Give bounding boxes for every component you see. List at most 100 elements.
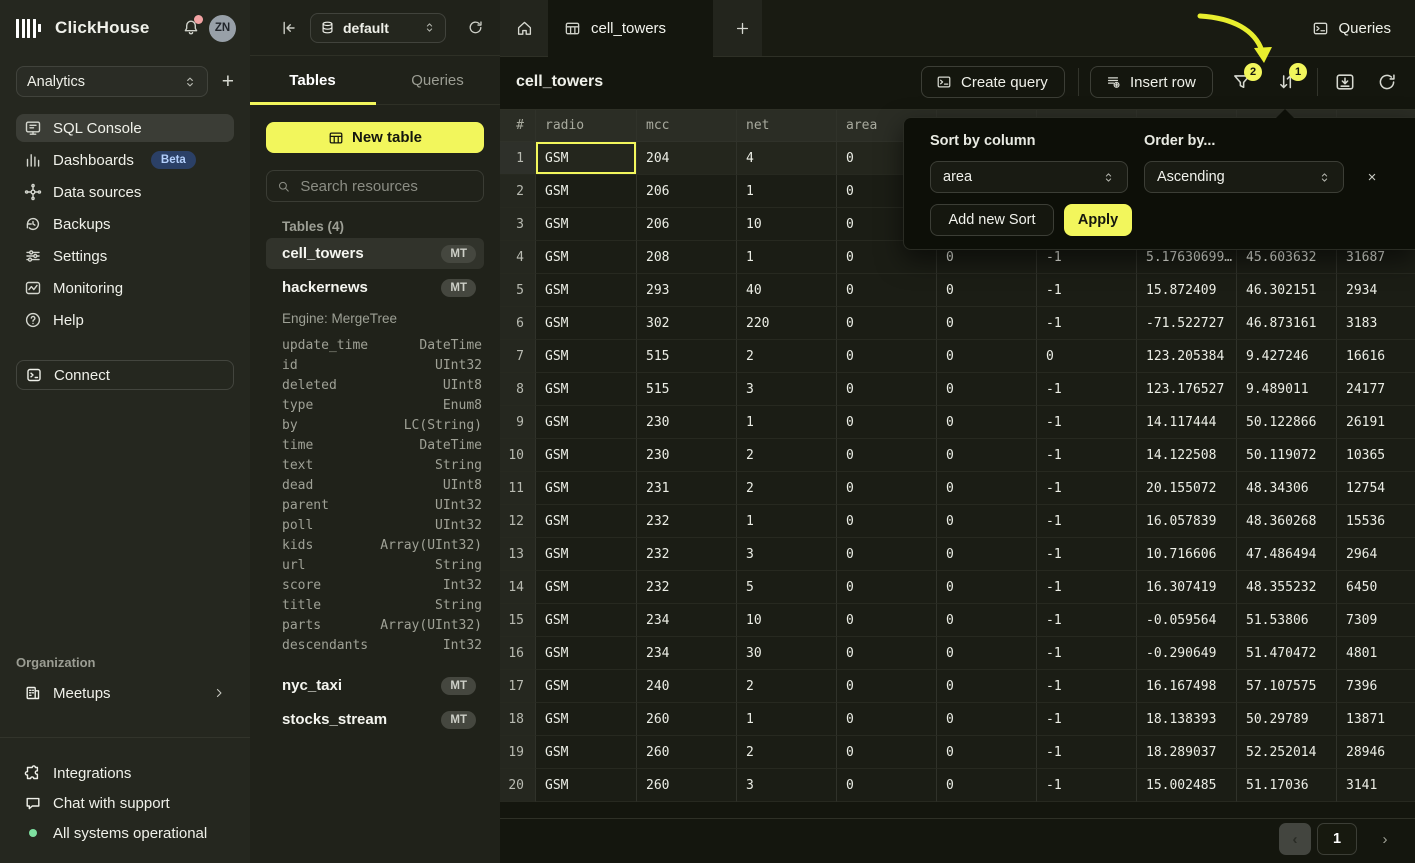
table-cell[interactable]: 0 bbox=[837, 505, 937, 538]
explorer-tab-tables[interactable]: Tables bbox=[289, 71, 336, 89]
explorer-tab-queries[interactable]: Queries bbox=[411, 71, 464, 89]
table-cell[interactable]: 234 bbox=[637, 637, 737, 670]
add-workspace-button[interactable]: + bbox=[221, 70, 234, 93]
table-list-item-stocks_stream[interactable]: stocks_stream MT bbox=[266, 704, 484, 735]
table-cell[interactable]: -1 bbox=[1037, 571, 1137, 604]
table-cell[interactable]: GSM bbox=[536, 274, 637, 307]
table-cell[interactable]: 4 bbox=[737, 142, 837, 175]
table-cell[interactable]: 16616 bbox=[1337, 340, 1415, 373]
table-cell[interactable]: -1 bbox=[1037, 538, 1137, 571]
table-cell[interactable]: 230 bbox=[637, 406, 737, 439]
table-cell[interactable]: 48.360268 bbox=[1237, 505, 1337, 538]
table-cell[interactable]: -1 bbox=[1037, 736, 1137, 769]
row-number[interactable]: 10 bbox=[500, 439, 536, 472]
table-cell[interactable]: 10365 bbox=[1337, 439, 1415, 472]
table-cell[interactable]: 50.119072 bbox=[1237, 439, 1337, 472]
table-cell[interactable]: 2 bbox=[737, 340, 837, 373]
table-cell[interactable]: 6450 bbox=[1337, 571, 1415, 604]
table-cell[interactable]: 1 bbox=[737, 505, 837, 538]
refresh-explorer-icon[interactable] bbox=[467, 19, 484, 36]
table-cell[interactable]: 47.486494 bbox=[1237, 538, 1337, 571]
table-cell[interactable]: 3 bbox=[737, 538, 837, 571]
table-cell[interactable]: 0 bbox=[837, 736, 937, 769]
database-select[interactable]: default bbox=[310, 12, 446, 43]
table-cell[interactable]: GSM bbox=[536, 142, 637, 175]
table-cell[interactable]: GSM bbox=[536, 604, 637, 637]
table-cell[interactable]: 260 bbox=[637, 736, 737, 769]
table-list-item-cell_towers[interactable]: cell_towers MT bbox=[266, 238, 484, 269]
table-cell[interactable]: -1 bbox=[1037, 439, 1137, 472]
search-resources-box[interactable] bbox=[266, 170, 484, 202]
table-cell[interactable]: 40 bbox=[737, 274, 837, 307]
table-cell[interactable]: 2 bbox=[737, 472, 837, 505]
table-cell[interactable]: 15536 bbox=[1337, 505, 1415, 538]
table-cell[interactable]: 1 bbox=[737, 703, 837, 736]
table-cell[interactable]: 0 bbox=[937, 472, 1037, 505]
table-cell[interactable]: 2964 bbox=[1337, 538, 1415, 571]
table-cell[interactable]: 230 bbox=[637, 439, 737, 472]
table-cell[interactable]: 0 bbox=[937, 505, 1037, 538]
column-header[interactable]: net bbox=[737, 110, 837, 142]
table-cell[interactable]: 48.355232 bbox=[1237, 571, 1337, 604]
table-cell[interactable]: -1 bbox=[1037, 373, 1137, 406]
table-cell[interactable]: 0 bbox=[837, 604, 937, 637]
table-cell[interactable]: 0 bbox=[937, 538, 1037, 571]
table-cell[interactable]: 0 bbox=[837, 670, 937, 703]
table-cell[interactable]: 206 bbox=[637, 175, 737, 208]
table-cell[interactable]: 46.873161 bbox=[1237, 307, 1337, 340]
row-number[interactable]: 11 bbox=[500, 472, 536, 505]
table-cell[interactable]: 0 bbox=[937, 769, 1037, 802]
table-cell[interactable]: 206 bbox=[637, 208, 737, 241]
table-cell[interactable]: 260 bbox=[637, 703, 737, 736]
table-cell[interactable]: 0 bbox=[837, 637, 937, 670]
sidebar-item-dashboards[interactable]: Dashboards Beta bbox=[16, 146, 234, 174]
table-cell[interactable]: 3 bbox=[737, 769, 837, 802]
table-cell[interactable]: 20.155072 bbox=[1137, 472, 1237, 505]
tab-cell-towers[interactable]: cell_towers bbox=[548, 0, 713, 57]
table-cell[interactable]: 0 bbox=[937, 670, 1037, 703]
table-cell[interactable]: 50.122866 bbox=[1237, 406, 1337, 439]
table-cell[interactable]: 28946 bbox=[1337, 736, 1415, 769]
sort-icon[interactable] bbox=[1276, 71, 1298, 93]
refresh-table-icon[interactable] bbox=[1376, 71, 1398, 93]
table-cell[interactable]: 0 bbox=[937, 736, 1037, 769]
table-cell[interactable]: GSM bbox=[536, 175, 637, 208]
table-cell[interactable]: -0.059564 bbox=[1137, 604, 1237, 637]
table-cell[interactable]: 0 bbox=[837, 703, 937, 736]
table-cell[interactable]: -1 bbox=[1037, 505, 1137, 538]
table-cell[interactable]: 0 bbox=[837, 307, 937, 340]
workspace-select[interactable]: Analytics bbox=[16, 66, 208, 97]
table-cell[interactable]: 0 bbox=[837, 472, 937, 505]
sidebar-item-sql-console[interactable]: SQL Console bbox=[16, 114, 234, 142]
sidebar-item-monitoring[interactable]: Monitoring bbox=[16, 274, 234, 302]
column-header[interactable]: radio bbox=[536, 110, 637, 142]
table-cell[interactable]: GSM bbox=[536, 373, 637, 406]
table-cell[interactable]: 48.34306 bbox=[1237, 472, 1337, 505]
table-cell[interactable]: GSM bbox=[536, 241, 637, 274]
table-cell[interactable]: 51.53806 bbox=[1237, 604, 1337, 637]
column-header[interactable]: mcc bbox=[637, 110, 737, 142]
table-cell[interactable]: -1 bbox=[1037, 670, 1137, 703]
table-cell[interactable]: 0 bbox=[837, 406, 937, 439]
table-cell[interactable]: 16.057839 bbox=[1137, 505, 1237, 538]
table-cell[interactable]: 14.122508 bbox=[1137, 439, 1237, 472]
table-cell[interactable]: 16.307419 bbox=[1137, 571, 1237, 604]
table-cell[interactable]: 260 bbox=[637, 769, 737, 802]
table-cell[interactable]: GSM bbox=[536, 307, 637, 340]
table-cell[interactable]: 0 bbox=[937, 571, 1037, 604]
add-new-sort-button[interactable]: Add new Sort bbox=[930, 204, 1054, 236]
table-cell[interactable]: 2 bbox=[737, 439, 837, 472]
table-cell[interactable]: 231 bbox=[637, 472, 737, 505]
table-cell[interactable]: 0 bbox=[937, 637, 1037, 670]
table-cell[interactable]: 2 bbox=[737, 736, 837, 769]
table-cell[interactable]: 18.138393 bbox=[1137, 703, 1237, 736]
table-cell[interactable]: 51.470472 bbox=[1237, 637, 1337, 670]
table-cell[interactable]: 0 bbox=[937, 406, 1037, 439]
table-cell[interactable]: -1 bbox=[1037, 307, 1137, 340]
table-cell[interactable]: 0 bbox=[837, 769, 937, 802]
table-cell[interactable]: 123.176527 bbox=[1137, 373, 1237, 406]
table-cell[interactable]: 24177 bbox=[1337, 373, 1415, 406]
table-cell[interactable]: 234 bbox=[637, 604, 737, 637]
table-cell[interactable]: GSM bbox=[536, 439, 637, 472]
table-cell[interactable]: 0 bbox=[1037, 340, 1137, 373]
